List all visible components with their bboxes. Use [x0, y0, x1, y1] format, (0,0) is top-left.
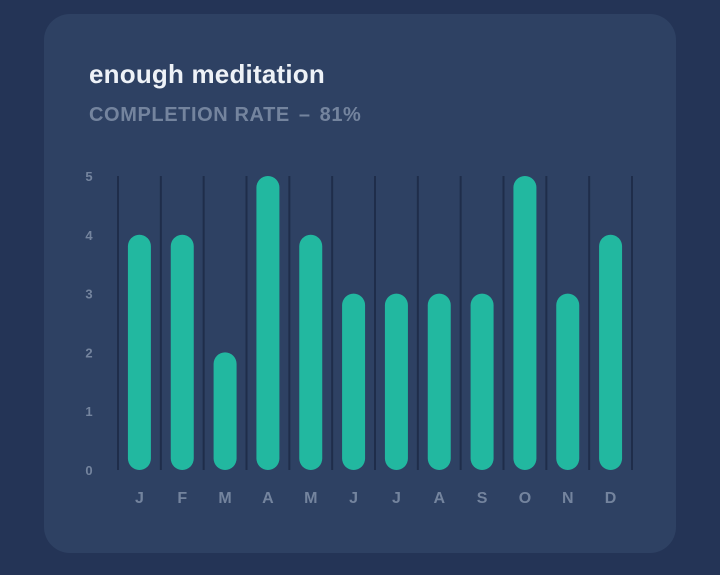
- x-tick-label: J: [392, 490, 401, 507]
- x-tick-label: D: [605, 490, 617, 507]
- y-tick-label: 1: [85, 404, 92, 419]
- bar-6: [342, 293, 366, 470]
- x-tick-label: O: [519, 490, 531, 507]
- y-tick-label: 0: [85, 463, 92, 478]
- y-tick-label: 3: [85, 287, 92, 302]
- y-axis-ticks: 0 1 2 3 4 5: [85, 169, 93, 478]
- bar-5: [299, 234, 323, 470]
- x-tick-label: M: [304, 490, 317, 507]
- bar-10: [513, 176, 537, 470]
- bar-7: [384, 293, 408, 470]
- x-tick-label: A: [433, 490, 445, 507]
- x-tick-label: F: [177, 490, 187, 507]
- bar-2: [170, 234, 194, 470]
- bar-12: [599, 234, 623, 470]
- chart-title: enough meditation: [89, 59, 325, 89]
- subtitle-separator: –: [298, 104, 311, 126]
- chart-subtitle: COMPLETION RATE –81%: [89, 104, 361, 127]
- y-tick-label: 2: [85, 345, 92, 360]
- x-tick-label: J: [135, 490, 144, 507]
- bar-8: [427, 293, 451, 470]
- bar-9: [470, 293, 494, 470]
- bar-3: [213, 352, 237, 470]
- bar-11: [556, 293, 580, 470]
- y-tick-label: 5: [85, 169, 92, 184]
- bars: [127, 176, 623, 470]
- bar-1: [127, 234, 151, 470]
- x-tick-label: A: [262, 490, 274, 507]
- bar-4: [256, 176, 280, 470]
- completion-rate-label: COMPLETION RATE: [89, 104, 290, 126]
- gridlines: [117, 176, 633, 470]
- x-tick-label: M: [218, 490, 231, 507]
- x-tick-label: N: [562, 490, 574, 507]
- x-tick-label: J: [349, 490, 358, 507]
- completion-rate-value: 81%: [319, 104, 362, 126]
- y-tick-label: 4: [85, 228, 93, 243]
- x-tick-label: S: [477, 490, 488, 507]
